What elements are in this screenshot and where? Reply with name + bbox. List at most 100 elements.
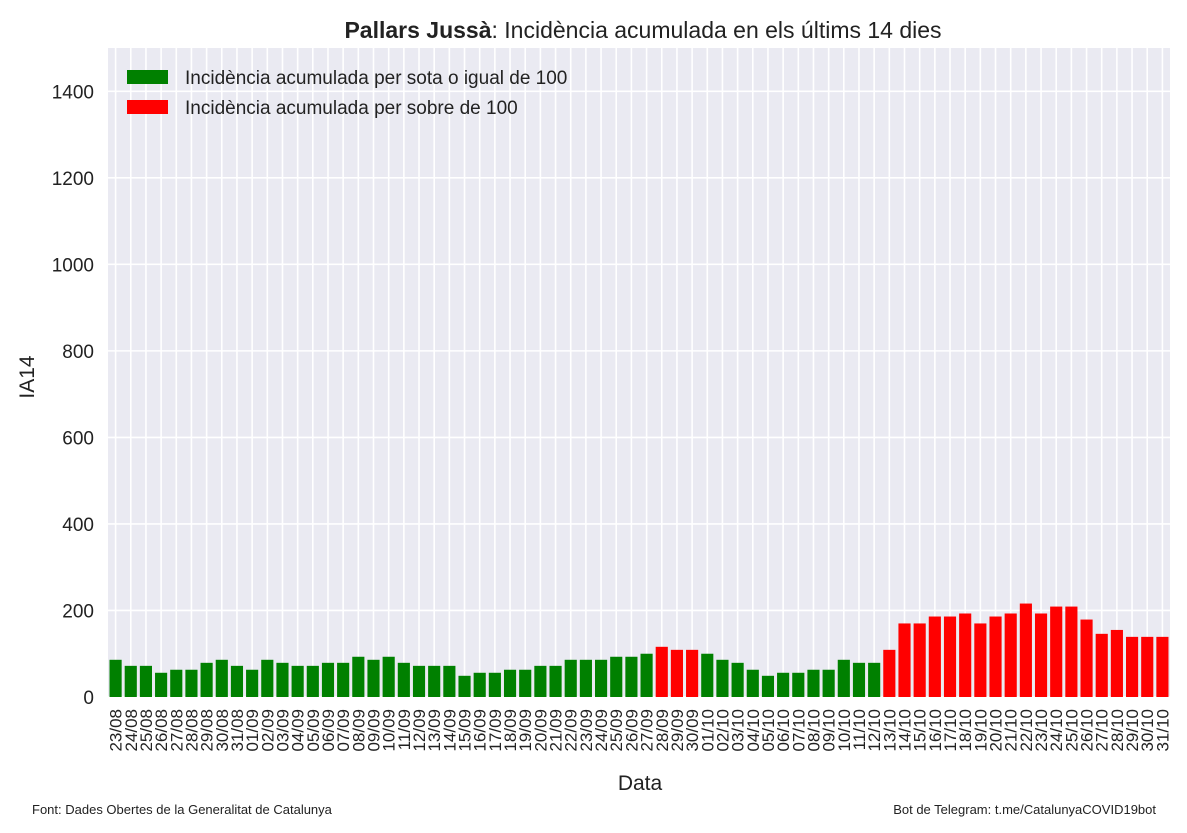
y-tick-label: 1000 (52, 255, 94, 276)
x-tick-label: 26/08 (152, 709, 171, 752)
bar (473, 672, 486, 697)
x-tick-label: 23/08 (107, 709, 126, 752)
legend-label: Incidència acumulada per sota o igual de… (185, 68, 567, 89)
bar (670, 649, 683, 697)
x-tick-label: 09/10 (820, 709, 839, 752)
x-tick-label: 13/10 (880, 709, 899, 752)
x-tick-label: 18/09 (501, 709, 520, 752)
bar (321, 662, 335, 697)
bar (458, 675, 471, 697)
bar (1080, 619, 1093, 697)
bar (852, 662, 866, 697)
bar (928, 616, 941, 697)
bar (124, 665, 137, 697)
y-tick-label: 1200 (52, 169, 94, 190)
bar (837, 659, 850, 697)
credit-note: Bot de Telegram: t.me/CatalunyaCOVID19bo… (893, 802, 1156, 817)
x-tick-label: 17/09 (486, 709, 505, 752)
x-tick-label: 07/09 (334, 709, 353, 752)
x-tick-label: 05/09 (304, 709, 323, 752)
bar (261, 659, 274, 697)
x-tick-label: 10/09 (380, 709, 399, 752)
legend-swatch (127, 70, 168, 84)
bar (503, 669, 517, 697)
bar (443, 665, 456, 697)
x-tick-label: 15/10 (911, 709, 930, 752)
bar (139, 665, 152, 697)
x-axis-label: Data (618, 772, 663, 795)
x-tick-label: 01/09 (243, 709, 262, 752)
x-tick-label: 11/09 (395, 709, 414, 750)
bar (337, 662, 350, 697)
bar (807, 669, 820, 697)
bar (1156, 636, 1169, 697)
bar (1019, 603, 1032, 697)
bar (822, 669, 835, 697)
x-tick-label: 07/10 (789, 709, 808, 752)
bar (792, 672, 805, 697)
bar (731, 662, 744, 697)
bar (488, 672, 501, 697)
x-tick-label: 04/09 (289, 709, 308, 752)
x-tick-label: 19/10 (971, 709, 990, 752)
bar (974, 623, 987, 697)
x-tick-label: 09/09 (365, 709, 384, 752)
bar (1110, 629, 1123, 697)
bar (625, 656, 638, 697)
x-tick-label: 10/10 (835, 709, 854, 752)
y-tick-label: 800 (62, 342, 94, 363)
bar (291, 665, 304, 697)
x-tick-label: 27/08 (167, 709, 186, 752)
bar (1141, 636, 1154, 697)
x-tick-label: 25/10 (1062, 709, 1081, 752)
y-tick-label: 1400 (52, 82, 94, 103)
bar (1126, 636, 1139, 697)
bar (868, 662, 881, 697)
x-tick-label: 14/09 (440, 709, 459, 752)
grid (108, 48, 1170, 698)
x-tick-label: 03/10 (729, 709, 748, 752)
y-tick-label: 600 (62, 428, 94, 449)
title-bold: Pallars Jussà (344, 17, 491, 43)
legend: Incidència acumulada per sota o igual de… (127, 68, 567, 119)
source-note: Font: Dades Obertes de la Generalitat de… (32, 802, 333, 817)
bar (200, 662, 213, 697)
bar (686, 649, 699, 697)
x-tick-label: 23/09 (577, 709, 596, 752)
bars (109, 603, 1169, 697)
x-tick-label: 24/10 (1047, 709, 1066, 752)
x-tick-label: 29/08 (198, 709, 217, 752)
x-tick-label: 04/10 (744, 709, 763, 752)
x-tick-label: 31/10 (1153, 709, 1172, 752)
x-tick-label: 25/09 (607, 709, 626, 752)
bar (230, 665, 244, 697)
y-axis-label: IA14 (16, 355, 39, 399)
bar (397, 662, 410, 697)
x-tick-label: 20/09 (531, 709, 550, 752)
x-tick-label: 24/09 (592, 709, 611, 752)
bar (640, 653, 653, 697)
x-tick-label: 29/10 (1123, 709, 1142, 752)
bar (549, 665, 562, 697)
x-tick-label: 24/08 (122, 709, 141, 752)
x-tick-label: 31/08 (228, 709, 247, 752)
x-tick-label: 30/10 (1138, 709, 1157, 752)
bar (883, 649, 896, 697)
bar (655, 646, 668, 697)
x-tick-label: 02/09 (258, 709, 277, 752)
x-tick-label: 16/10 (926, 709, 945, 752)
bar (579, 659, 592, 697)
x-tick-label: 05/10 (759, 709, 778, 752)
bar (777, 672, 790, 697)
bar (1034, 613, 1048, 697)
x-tick-label: 26/09 (622, 709, 641, 752)
x-tick-label: 03/09 (273, 709, 292, 752)
x-tick-label: 16/09 (471, 709, 490, 752)
bar (701, 653, 714, 697)
bar (959, 613, 972, 697)
bar (109, 659, 122, 697)
x-tick-label: 28/10 (1108, 709, 1127, 752)
x-tick-label: 28/08 (182, 709, 201, 752)
bar (1095, 633, 1108, 697)
x-tick-label: 14/10 (896, 709, 915, 752)
